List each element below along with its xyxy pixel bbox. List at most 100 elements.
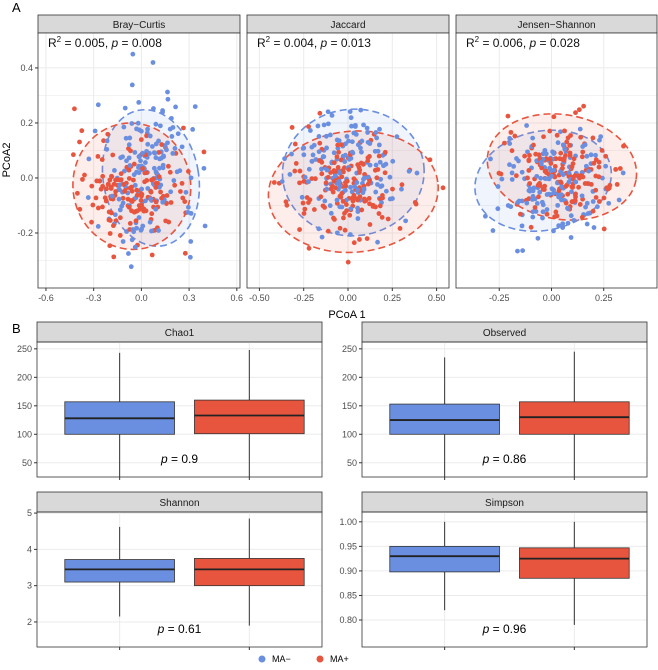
point-MA−	[568, 213, 574, 219]
point-MA+	[167, 169, 173, 175]
point-MA+	[597, 199, 602, 204]
point-MA−	[530, 214, 536, 220]
point-MA−	[138, 158, 143, 164]
point-MA+	[93, 195, 99, 201]
point-MA+	[560, 165, 565, 171]
point-MA+	[72, 106, 77, 112]
point-MA+	[563, 153, 568, 159]
point-MA−	[584, 153, 590, 159]
point-MA+	[139, 193, 144, 199]
point-MA−	[142, 160, 148, 165]
box-MA−	[389, 357, 500, 477]
y-tick-label: 3	[27, 581, 32, 591]
point-MA−	[509, 170, 515, 176]
point-MA+	[553, 209, 559, 215]
point-MA+	[565, 135, 571, 141]
point-MA+	[144, 133, 149, 139]
point-MA−	[499, 176, 505, 182]
point-MA+	[284, 202, 290, 208]
point-MA+	[580, 149, 586, 155]
point-MA+	[334, 154, 340, 160]
point-MA−	[537, 189, 543, 195]
point-MA+	[140, 166, 146, 171]
point-MA−	[179, 144, 185, 150]
point-MA+	[359, 207, 365, 213]
box-facet-Shannon: Shannon 2 3 4 5 p = 0.61	[27, 491, 323, 650]
point-MA−	[585, 211, 591, 216]
point-MA−	[127, 135, 133, 141]
point-MA−	[332, 173, 338, 179]
point-MA+	[126, 167, 132, 173]
point-MA+	[564, 139, 570, 145]
point-MA+	[536, 194, 541, 200]
point-MA+	[90, 202, 96, 208]
point-MA−	[343, 152, 348, 158]
point-MA+	[563, 183, 569, 189]
point-MA−	[157, 156, 163, 162]
point-MA+	[367, 222, 373, 227]
point-MA−	[414, 170, 420, 176]
point-MA−	[511, 163, 517, 169]
point-MA+	[344, 178, 350, 184]
point-MA−	[507, 141, 513, 146]
point-MA−	[349, 189, 355, 195]
point-MA+	[129, 184, 135, 190]
point-MA−	[580, 144, 586, 149]
point-MA−	[147, 151, 152, 156]
point-MA+	[498, 171, 504, 177]
point-MA−	[352, 124, 358, 129]
point-MA+	[356, 170, 362, 175]
point-MA+	[126, 176, 132, 181]
facet-title: Chao1	[165, 328, 195, 339]
point-MA−	[372, 148, 378, 154]
point-MA−	[321, 122, 327, 128]
point-MA+	[110, 223, 116, 229]
point-MA+	[541, 187, 547, 192]
point-MA−	[558, 129, 563, 135]
legend-label-1: MA+	[330, 654, 349, 664]
point-MA+	[341, 215, 346, 221]
point-MA−	[530, 209, 536, 215]
point-MA−	[175, 131, 181, 137]
point-MA−	[373, 130, 379, 135]
point-MA−	[373, 189, 379, 195]
point-MA+	[385, 216, 391, 222]
point-MA−	[495, 184, 501, 189]
point-MA−	[289, 151, 294, 157]
point-MA−	[131, 172, 137, 178]
point-MA−	[287, 172, 293, 177]
y-tick-label: 0.2	[20, 118, 33, 128]
point-MA−	[117, 182, 122, 188]
point-MA+	[180, 195, 186, 201]
panel-border	[36, 341, 323, 478]
point-MA−	[160, 199, 166, 205]
box-MA+	[519, 521, 630, 625]
point-MA−	[177, 168, 183, 174]
point-MA+	[522, 153, 528, 159]
point-MA−	[315, 123, 321, 129]
point-MA−	[588, 152, 594, 158]
point-MA+	[129, 199, 135, 204]
panel-border	[37, 32, 241, 289]
point-MA+	[367, 154, 372, 159]
point-MA−	[539, 159, 544, 165]
point-MA−	[488, 156, 493, 162]
point-MA−	[129, 237, 135, 243]
point-MA−	[399, 186, 404, 192]
point-MA−	[573, 179, 579, 185]
point-MA+	[526, 168, 532, 173]
point-MA−	[153, 206, 159, 212]
x-tick-label: 0.25	[595, 293, 613, 303]
facet-title: Shannon	[159, 498, 199, 509]
point-MA−	[130, 51, 136, 57]
point-MA+	[333, 185, 338, 191]
point-MA+	[77, 206, 83, 212]
point-MA+	[106, 217, 112, 223]
point-MA−	[358, 149, 364, 155]
point-MA+	[131, 161, 137, 167]
point-MA+	[331, 178, 337, 184]
point-MA−	[361, 122, 366, 128]
y-tick-label: 0.90	[339, 566, 357, 576]
point-MA−	[361, 187, 367, 193]
